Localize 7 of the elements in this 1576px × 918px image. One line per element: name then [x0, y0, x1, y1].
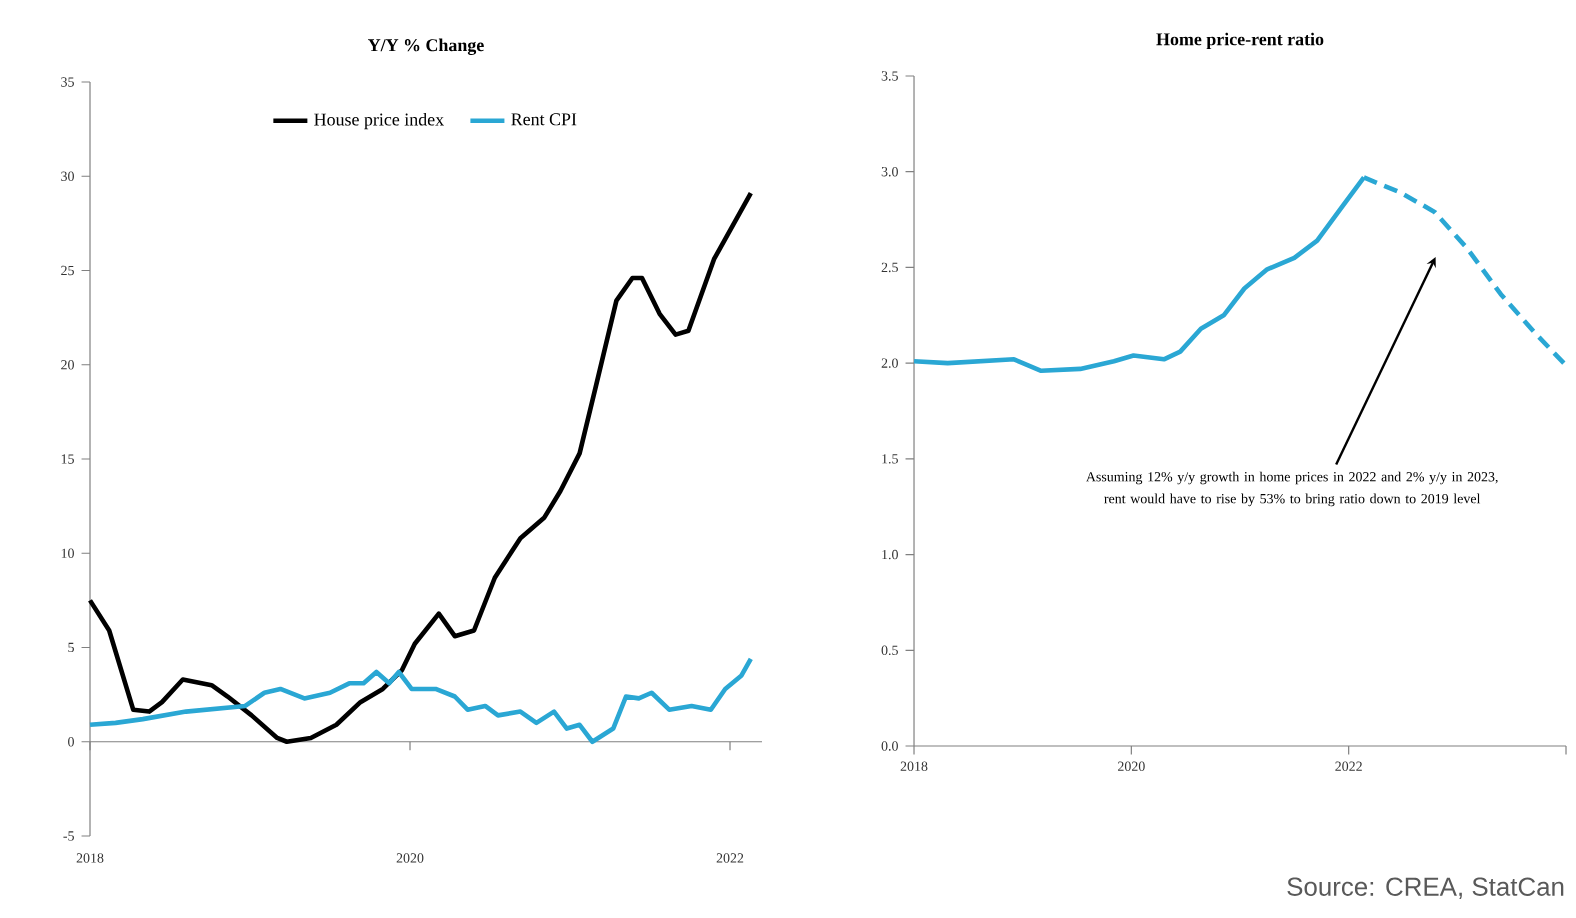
line-series	[87, 190, 754, 745]
chart-title: Y/Y % Change	[368, 38, 484, 56]
chart-title: Home price-rent ratio	[1156, 32, 1324, 49]
line-series	[87, 656, 754, 745]
source-note: Source: CREA, StatCan	[1287, 877, 1564, 899]
legend-label: Rent CPI	[511, 113, 577, 126]
legend-label: House price index	[314, 112, 444, 130]
